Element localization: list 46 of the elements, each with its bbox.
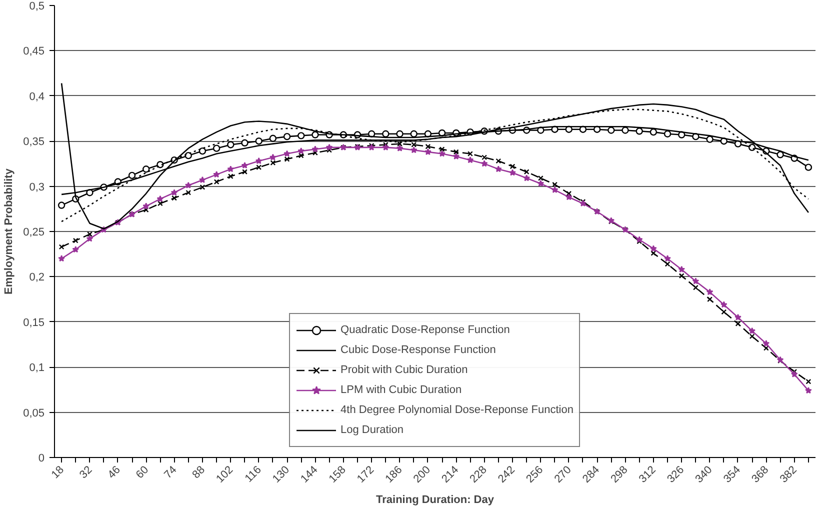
x-tick-label: 158 [326, 464, 348, 486]
legend-label: Quadratic Dose-Reponse Function [340, 323, 510, 337]
x-tick-label: 60 [134, 464, 152, 482]
x-tick-label: 102 [214, 464, 236, 486]
x-tick-label: 368 [750, 464, 772, 486]
x-tick-label: 18 [49, 464, 67, 482]
y-tick-label: 0,35 [23, 136, 45, 148]
x-axis-title: Training Duration: Day [376, 494, 495, 506]
x-tick-label: 46 [106, 464, 123, 482]
legend-label: 4th Degree Polynomial Dose-Reponse Function [340, 403, 574, 417]
x-tick-label: 200 [411, 464, 433, 486]
y-tick-label: 0,4 [29, 90, 45, 103]
y-tick-label: 0,1 [29, 362, 45, 374]
x-tick-label: 130 [270, 464, 292, 486]
y-tick-label: 0,3 [29, 181, 45, 194]
legend-label: Cubic Dose-Response Function [340, 343, 496, 357]
x-tick-label: 298 [608, 464, 630, 486]
x-tick-label: 354 [721, 464, 743, 486]
y-tick-label: 0,15 [23, 316, 45, 329]
y-tick-label: 0,5 [29, 0, 45, 12]
y-tick-label: 0,2 [29, 272, 45, 284]
x-tick-label: 270 [552, 464, 574, 486]
x-tick-label: 340 [693, 464, 715, 486]
y-tick-label: 0 [38, 452, 45, 464]
x-tick-label: 144 [298, 464, 320, 486]
x-tick-label: 116 [242, 464, 264, 485]
x-tick-label: 242 [496, 464, 518, 486]
x-tick-label: 214 [440, 464, 462, 486]
y-tick-label: 0,25 [23, 226, 45, 238]
x-tick-label: 284 [580, 464, 602, 486]
y-tick-label: 0,45 [23, 46, 45, 58]
legend-label: Log Duration [340, 423, 404, 437]
legend-label: LPM with Cubic Duration [340, 383, 462, 397]
y-axis-title: Employment Probability [3, 168, 16, 294]
x-tick-label: 74 [162, 464, 180, 482]
x-tick-label: 312 [636, 464, 658, 486]
x-tick-label: 186 [383, 464, 405, 486]
x-tick-label: 256 [524, 464, 546, 486]
legend-label: Probit with Cubic Duration [340, 363, 468, 377]
x-tick-label: 88 [190, 464, 208, 482]
x-tick-label: 382 [778, 464, 800, 486]
x-tick-label: 326 [665, 464, 687, 486]
x-tick-label: 32 [78, 464, 95, 482]
y-tick-label: 0,05 [23, 407, 45, 420]
x-tick-label: 228 [468, 464, 490, 486]
x-tick-label: 172 [355, 464, 377, 486]
